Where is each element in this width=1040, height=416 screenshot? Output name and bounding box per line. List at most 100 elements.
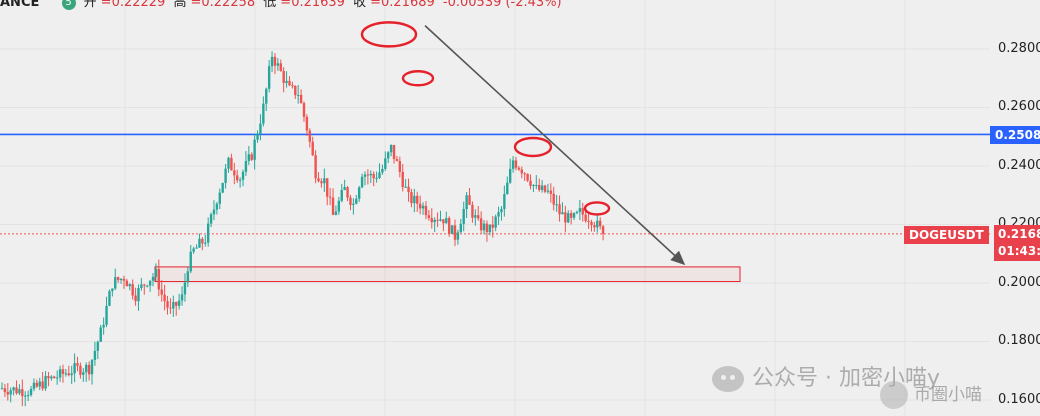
candle [116, 276, 120, 283]
candle [12, 386, 15, 396]
candle [477, 206, 480, 221]
candle [114, 268, 117, 291]
candle-body [308, 130, 312, 142]
candle-body [479, 218, 483, 231]
candle [340, 183, 343, 203]
candle [500, 206, 503, 221]
candle [262, 96, 265, 127]
candle-body [546, 190, 550, 192]
candle-body [172, 302, 175, 309]
candle-body [288, 80, 291, 86]
candle [253, 133, 256, 170]
candle-body [424, 205, 428, 216]
candle-body [227, 157, 230, 169]
candle-body [282, 70, 285, 83]
candle-body [76, 363, 79, 366]
candles [0, 51, 605, 407]
candle-body [491, 224, 494, 228]
candle-body [163, 294, 166, 302]
candle-body [430, 218, 433, 223]
candle-body [70, 373, 73, 376]
hline-price-tag[interactable]: 0.2508 [990, 126, 1040, 144]
high-marker-ellipse [583, 201, 611, 216]
y-tick-label: 0.2800 [998, 41, 1040, 56]
candle-body [270, 56, 274, 67]
candle-body [456, 232, 460, 240]
candle [320, 178, 323, 188]
candle [206, 217, 210, 247]
candle-body [326, 178, 329, 197]
candle-body [529, 180, 532, 186]
candle-countdown: 01:43: [998, 244, 1040, 258]
candle [299, 89, 303, 104]
candle [404, 178, 407, 188]
candle-body [323, 178, 326, 184]
candle-body [58, 369, 62, 378]
candle-body [125, 280, 129, 287]
candle-body [543, 185, 547, 192]
candle-body [442, 219, 445, 224]
candle [355, 194, 358, 205]
candle-body [18, 389, 21, 394]
candle-body [360, 176, 364, 188]
candle [99, 324, 102, 343]
candle [276, 58, 280, 71]
candle-body [477, 215, 480, 219]
candle-body [111, 288, 114, 292]
candle [491, 216, 494, 238]
candle-body [398, 161, 402, 172]
candle [294, 85, 297, 100]
high-marker-ellipse [401, 70, 435, 87]
candle-body [500, 208, 503, 213]
candle [198, 233, 201, 248]
candle [67, 365, 70, 377]
candle-body [114, 277, 117, 289]
candle-body [0, 388, 4, 390]
candle-body [134, 295, 137, 302]
candle [357, 185, 361, 202]
candle [218, 188, 221, 209]
candle-body [413, 195, 416, 204]
candle [572, 212, 576, 221]
candle [511, 156, 515, 173]
candle [29, 385, 33, 397]
candle-body [102, 324, 105, 328]
candle [41, 371, 44, 391]
candle [593, 221, 596, 232]
candle [192, 246, 195, 254]
candle-body [532, 185, 535, 187]
candle [468, 187, 471, 205]
candle-body [294, 85, 297, 96]
candle-body [256, 133, 259, 140]
candle [445, 211, 448, 224]
candle-body [160, 289, 163, 295]
candle-body [387, 152, 390, 159]
candle-body [250, 154, 253, 160]
candle-body [598, 220, 602, 227]
y-tick-label: 0.2400 [998, 158, 1040, 173]
support-zone [154, 266, 741, 283]
candle-body [90, 359, 94, 375]
candle-body [15, 387, 18, 394]
candle-body [349, 197, 352, 205]
candle [372, 171, 375, 187]
exchange-name: ANCE [0, 0, 40, 10]
candle-body [157, 268, 161, 290]
candle [163, 284, 166, 311]
candle [18, 384, 21, 396]
candle-body [526, 173, 529, 181]
candle [250, 152, 253, 162]
candle-body [99, 327, 102, 342]
candle [328, 187, 332, 206]
candle [154, 263, 158, 282]
candle [561, 202, 564, 215]
candle [494, 214, 497, 232]
candle-body [445, 218, 448, 224]
status-dot-icon[interactable]: 5 [61, 0, 76, 10]
candle-body [24, 395, 27, 397]
candle-body [82, 372, 85, 375]
candle [447, 216, 451, 237]
candle-body [540, 185, 544, 190]
candle-body [468, 195, 471, 205]
